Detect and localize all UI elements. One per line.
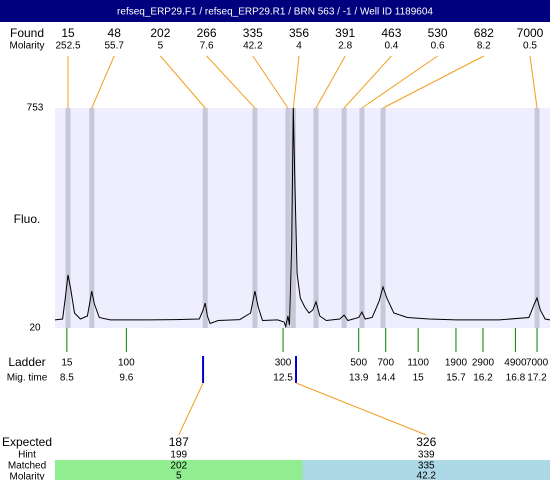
peak-size: 7000 xyxy=(517,26,544,40)
peak-size: 202 xyxy=(150,26,170,40)
ladder-size: 700 xyxy=(377,358,394,369)
peak-molarity: 5 xyxy=(158,41,164,52)
ladder-size: 15 xyxy=(61,358,73,369)
peak-band xyxy=(359,108,365,328)
matched-molarity: 42.2 xyxy=(417,471,437,480)
molarity-label: Molarity xyxy=(9,472,44,480)
peak-band xyxy=(65,108,71,328)
ladder-label: Ladder xyxy=(8,355,45,369)
peak-size: 266 xyxy=(197,26,217,40)
title: refseq_ERP29.F1 / refseq_ERP29.R1 / BRN … xyxy=(117,7,433,18)
peak-connector xyxy=(529,55,538,109)
peak-molarity: 0.4 xyxy=(384,41,398,52)
matched-molarity: 5 xyxy=(176,471,182,480)
y-tick-label: 20 xyxy=(29,323,41,334)
ladder-time: 8.5 xyxy=(60,373,74,384)
peak-size: 682 xyxy=(474,26,494,40)
peak-size: 15 xyxy=(61,26,75,40)
peak-size: 356 xyxy=(289,26,309,40)
ladder-size: 500 xyxy=(350,358,367,369)
peak-connector xyxy=(91,55,115,109)
expected-size: 326 xyxy=(416,435,436,449)
ladder-time: 15 xyxy=(413,373,425,384)
matched-cell xyxy=(302,460,550,480)
peak-size: 335 xyxy=(243,26,263,40)
molarity-label: Molarity xyxy=(9,41,44,52)
peak-molarity: 4 xyxy=(296,41,302,52)
peak-connector xyxy=(382,55,485,109)
y-tick-label: 753 xyxy=(27,103,44,114)
hint-size: 199 xyxy=(170,450,187,461)
peak-molarity: 7.6 xyxy=(200,41,214,52)
ladder-time: 12.5 xyxy=(273,373,293,384)
ladder-time: 16.8 xyxy=(506,373,526,384)
peak-molarity: 252.5 xyxy=(55,41,80,52)
matched-size: 202 xyxy=(170,461,187,472)
ladder-time: 14.4 xyxy=(376,373,396,384)
peak-band xyxy=(89,108,95,328)
peak-size: 530 xyxy=(428,26,448,40)
peak-band xyxy=(252,108,258,328)
peak-molarity: 0.6 xyxy=(431,41,445,52)
hint-label: Hint xyxy=(18,450,36,461)
found-label: Found xyxy=(10,26,44,40)
mig-time-label: Mig. time xyxy=(7,373,48,384)
peak-band xyxy=(313,108,319,328)
peak-molarity: 2.8 xyxy=(338,41,352,52)
plot-area xyxy=(55,108,550,328)
ladder-size: 300 xyxy=(275,358,292,369)
expected-connector xyxy=(178,382,204,436)
ladder-time: 16.2 xyxy=(473,373,493,384)
peak-connector xyxy=(315,55,346,109)
matched-label: Matched xyxy=(8,461,46,472)
ladder-size: 2900 xyxy=(472,358,495,369)
peak-connector xyxy=(206,55,256,109)
ladder-size: 4900 xyxy=(504,358,527,369)
ladder-time: 9.6 xyxy=(119,373,133,384)
peak-molarity: 8.2 xyxy=(477,41,491,52)
matched-size: 335 xyxy=(418,461,435,472)
peak-band xyxy=(380,108,386,328)
expected-size: 187 xyxy=(169,435,189,449)
ladder-time: 17.2 xyxy=(527,373,547,384)
peak-band xyxy=(290,108,296,328)
ladder-size: 1900 xyxy=(445,358,468,369)
peak-band xyxy=(285,108,291,328)
title-bar xyxy=(0,0,550,22)
peak-size: 48 xyxy=(108,26,122,40)
ladder-time: 15.7 xyxy=(446,373,466,384)
peak-molarity: 42.2 xyxy=(243,41,263,52)
peak-band xyxy=(341,108,347,328)
peak-connector xyxy=(343,55,392,109)
hint-size: 339 xyxy=(418,450,435,461)
peak-molarity: 55.7 xyxy=(104,41,124,52)
ladder-size: 7000 xyxy=(526,358,549,369)
peak-connector xyxy=(292,55,300,109)
matched-cell xyxy=(55,460,303,480)
peak-size: 463 xyxy=(381,26,401,40)
peak-connector xyxy=(160,55,206,109)
ladder-size: 1100 xyxy=(407,358,429,369)
y-label: Fluo. xyxy=(14,212,41,226)
expected-label: Expected xyxy=(2,435,52,449)
peak-size: 391 xyxy=(335,26,355,40)
ladder-time: 13.9 xyxy=(349,373,369,384)
peak-connector xyxy=(361,55,438,109)
ladder-size: 100 xyxy=(118,358,135,369)
peak-band xyxy=(202,108,208,328)
peak-molarity: 0.5 xyxy=(523,41,537,52)
peak-band xyxy=(534,108,540,328)
trace xyxy=(54,107,550,329)
peak-connector xyxy=(252,55,289,109)
expected-connector xyxy=(295,382,427,436)
